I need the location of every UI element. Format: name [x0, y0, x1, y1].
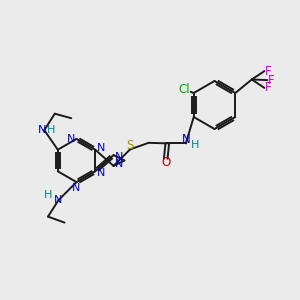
Text: F: F	[265, 64, 271, 78]
Text: H: H	[47, 125, 55, 135]
Text: N: N	[96, 143, 105, 153]
Text: F: F	[268, 74, 274, 87]
Text: N: N	[54, 195, 63, 205]
Text: N: N	[182, 133, 191, 146]
Text: N: N	[38, 125, 46, 135]
Text: N: N	[115, 159, 123, 170]
Text: N: N	[96, 168, 105, 178]
Text: Cl: Cl	[178, 83, 190, 96]
Text: N: N	[115, 152, 123, 162]
Text: O: O	[161, 156, 170, 170]
Text: H: H	[44, 190, 52, 200]
Text: S: S	[126, 139, 134, 152]
Text: H: H	[191, 140, 199, 150]
Text: N: N	[72, 183, 81, 193]
Text: N: N	[67, 134, 75, 144]
Text: F: F	[265, 81, 271, 94]
